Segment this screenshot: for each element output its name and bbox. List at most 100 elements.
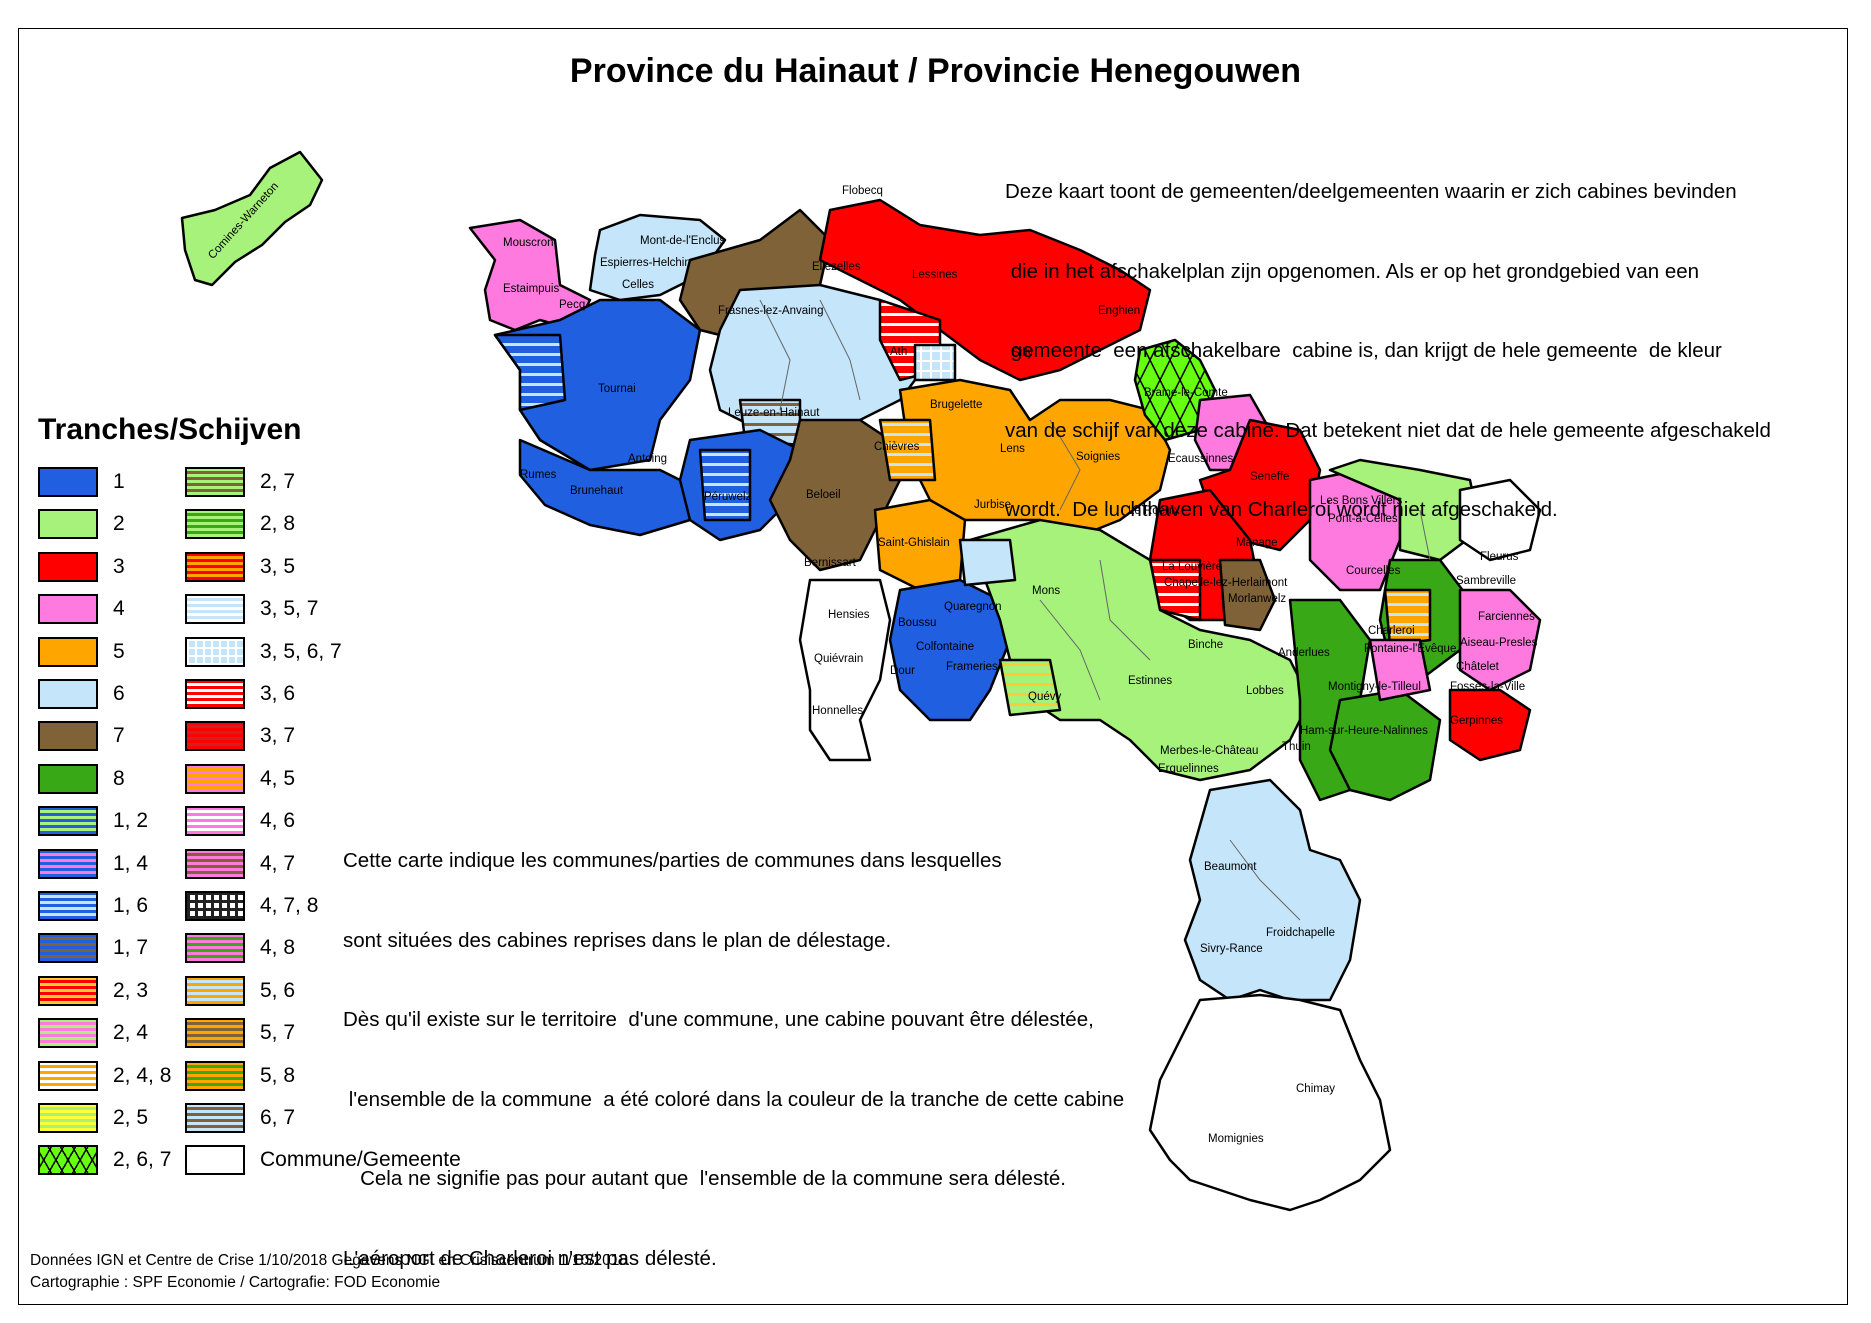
- legend-label: 2, 6, 7: [113, 1148, 172, 1171]
- region-ath-grid: [913, 343, 957, 382]
- place-label: Saint-Ghislain: [878, 537, 950, 549]
- place-label: Quaregnon: [944, 601, 1002, 613]
- legend-label: 2, 4, 8: [113, 1064, 172, 1087]
- place-label: Binche: [1188, 639, 1223, 651]
- place-label: Merbes-le-Château: [1160, 745, 1258, 757]
- region-hensies-quievrain: [798, 578, 892, 762]
- region-quevy: [998, 658, 1062, 717]
- legend-label: 3, 6: [260, 682, 296, 705]
- place-label: Froidchapelle: [1266, 927, 1335, 939]
- region-lessines-silly-enghien: [818, 198, 1152, 382]
- footer-source: Données IGN et Centre de Crise 1/10/2018…: [30, 1252, 628, 1269]
- place-label: Mons: [1032, 585, 1060, 597]
- place-label: Estinnes: [1128, 675, 1172, 687]
- place-label: Ellezelles: [812, 261, 861, 273]
- legend-label: 4, 7, 8: [260, 894, 319, 917]
- legend-swatch: [185, 679, 245, 709]
- place-label: Flobecq: [842, 185, 883, 197]
- region-gerpinnes: [1448, 688, 1532, 762]
- place-label: Quiévrain: [814, 653, 863, 665]
- place-label: Sivry-Rance: [1200, 943, 1263, 955]
- legend-swatch: [38, 1061, 98, 1091]
- legend-swatch: [38, 467, 98, 497]
- legend-label: 2, 8: [260, 512, 296, 535]
- legend-label: 7: [113, 724, 125, 747]
- legend-swatch: [185, 891, 245, 921]
- legend-label: 1, 7: [113, 936, 149, 959]
- legend-swatch: [185, 721, 245, 751]
- map-title: Province du Hainaut / Provincie Henegouw…: [569, 52, 1302, 90]
- nl-line: wordt. De luchthaven van Charleroi wordt…: [1005, 498, 1558, 521]
- nl-line: die in het afschakelplan zijn opgenomen.…: [1005, 259, 1700, 283]
- place-label: Beaumont: [1204, 861, 1257, 873]
- place-label: Mouscron: [503, 237, 554, 249]
- legend-swatch: [185, 849, 245, 879]
- place-label: Tournai: [598, 383, 636, 395]
- region-beaumont: [1183, 778, 1362, 1002]
- region-chievres: [878, 418, 937, 482]
- place-label: Ham-sur-Heure-Nalinnes: [1300, 725, 1428, 737]
- place-label: Lens: [1000, 443, 1025, 455]
- legend-swatch: [185, 552, 245, 582]
- place-label: Ecaussinnes: [1168, 453, 1233, 465]
- place-label: Chimay: [1296, 1083, 1335, 1095]
- nl-line: Deze kaart toont de gemeenten/deelgemeen…: [1005, 180, 1737, 203]
- place-label: Silly: [1012, 347, 1033, 359]
- legend-swatch: [38, 891, 98, 921]
- legend-label: Commune/Gemeente: [260, 1148, 461, 1171]
- legend-swatch: [38, 552, 98, 582]
- legend-swatch: [38, 509, 98, 539]
- place-label: Aiseau-Presles: [1460, 637, 1538, 649]
- legend-label: 8: [113, 767, 125, 790]
- place-label: Estaimpuis: [503, 283, 559, 295]
- legend-title: Tranches/Schijven: [38, 413, 302, 446]
- region-tournai-hatch: [493, 333, 567, 412]
- place-label: Enghien: [1098, 305, 1140, 317]
- legend-swatch: [38, 976, 98, 1006]
- place-label: Antoing: [628, 453, 667, 465]
- place-label: Fosses-la-Ville: [1450, 681, 1525, 693]
- legend-label: 2, 7: [260, 470, 296, 493]
- legend-swatch: [185, 637, 245, 667]
- legend-label: 1, 4: [113, 852, 149, 875]
- place-label: Le Roeulx: [1128, 505, 1180, 517]
- fr-line: Cette carte indique les communes/parties…: [343, 849, 1002, 872]
- region-chatelet: [1458, 588, 1542, 692]
- place-label: Sambreville: [1456, 575, 1516, 587]
- place-label: Chièvres: [874, 441, 920, 453]
- place-label: Frasnes-lez-Anvaing: [718, 305, 823, 317]
- place-label: Beloeil: [806, 489, 841, 501]
- legend-label: 6: [113, 682, 125, 705]
- legend-label: 2, 4: [113, 1021, 149, 1044]
- legend-label: 1, 2: [113, 809, 149, 832]
- place-label: Colfontaine: [916, 641, 974, 653]
- legend-label: 4, 8: [260, 936, 296, 959]
- place-label: Brugelette: [930, 399, 982, 411]
- place-label: Charleroi: [1368, 625, 1415, 637]
- legend-label: 5: [113, 640, 125, 663]
- legend-label: 3: [113, 555, 125, 578]
- legend-label: 4, 7: [260, 852, 296, 875]
- fr-line: L'aéroport de Charleroi n'est pas délest…: [343, 1246, 717, 1270]
- legend-label: 5, 6: [260, 979, 296, 1002]
- place-label: La Louvière: [1162, 561, 1222, 573]
- legend-swatch: [38, 1145, 98, 1175]
- place-label: Manage: [1236, 537, 1278, 549]
- place-label: Thuin: [1282, 741, 1311, 753]
- legend-label: 6, 7: [260, 1106, 296, 1129]
- place-label: Frameries: [946, 661, 998, 673]
- place-label: Chapelle-lez-Herlaimont: [1164, 577, 1288, 589]
- fr-line: sont situées des cabines reprises dans l…: [343, 928, 892, 952]
- place-label: Mont-de-l'Enclus: [640, 235, 726, 247]
- legend-swatch: [185, 1103, 245, 1133]
- legend-swatch: [185, 467, 245, 497]
- place-label: Honnelles: [812, 705, 863, 717]
- legend-label: 3, 5: [260, 555, 296, 578]
- place-label: Leuze-en-Hainaut: [728, 407, 820, 419]
- region-fleurus: [1458, 478, 1542, 562]
- place-label: Quévy: [1028, 691, 1061, 703]
- region-ham-sur-heure: [1328, 688, 1442, 802]
- legend-label: 2, 3: [113, 979, 149, 1002]
- legend-label: 3, 5, 7: [260, 597, 319, 620]
- place-label: Hensies: [828, 609, 870, 621]
